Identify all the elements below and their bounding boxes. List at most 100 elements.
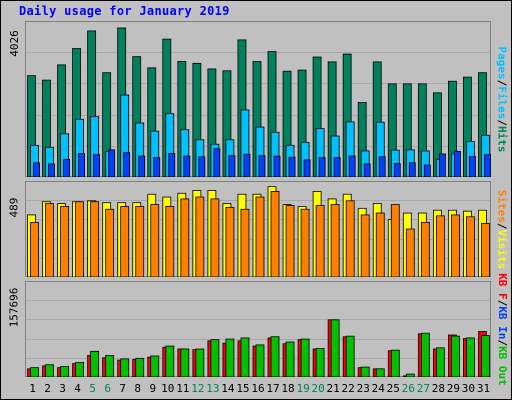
hits-bar [342,53,352,177]
sites-bar [60,206,69,277]
sites-bar [360,214,370,277]
pages-bar [303,159,311,177]
pages-bar [228,155,236,177]
x-tick-label: 1 [29,382,36,395]
kbytes-axis-max-label: 157696 [3,277,25,337]
x-tick-label: 25 [386,382,400,395]
x-tick-label: 7 [119,382,126,395]
x-tick-label: 2 [44,382,51,395]
files-bar [135,122,145,177]
kb-in-bar [345,335,355,377]
files-bar [120,94,130,177]
hits-bar [237,39,247,177]
hits-bar [267,51,277,177]
sites-bar [240,208,250,277]
sites-bar [165,206,175,277]
hits-bar [297,69,307,177]
pages-bar [123,152,131,177]
legend-sites: Sites [495,189,509,223]
legend-visits: Visits [495,229,509,269]
x-tick-label: 15 [236,382,250,395]
files-bar [330,135,340,177]
hits-bar [147,67,157,177]
legend-separator: / [495,299,509,306]
hits-axis-max-label: 4026 [3,13,25,73]
x-tick-label: 3 [59,382,66,395]
visits-axis-max-label: 489 [3,177,25,237]
hits-bar [87,30,97,177]
pages-bar [393,163,401,177]
files-bar [270,131,280,177]
legend-separator: / [495,79,509,86]
chart-title: Daily usage for January 2019 [19,4,230,18]
kb-in-bar [375,368,385,377]
files-bar [180,129,190,177]
legend-separator: / [495,338,509,346]
hits-bar [478,72,487,177]
kb-in-bar [180,348,190,377]
hits-bar [132,56,142,177]
sites-bar [390,204,400,277]
kb-in-bar [300,338,310,377]
files-bar [165,113,175,177]
hits-bar [57,64,66,177]
hits-bar [357,102,367,177]
legend-separator: / [495,118,509,126]
pages-bar [198,156,206,177]
kb-in-bar [30,367,39,377]
sites-bar [180,198,190,277]
files-bar [240,109,250,177]
kb-in-bar [390,349,400,377]
sites-bar [315,205,325,277]
pages-bar [318,157,326,177]
visits-sites-chart [25,181,491,277]
pages-bar [348,155,356,177]
pages-bar [258,155,266,177]
kb-in-bar [466,337,475,377]
pages-bar [408,162,416,177]
x-tick-label: 10 [161,382,175,395]
legend-pages: Pages [495,46,509,80]
kb-in-bar [105,355,115,377]
x-tick-label: 21 [326,382,340,395]
kb-in-bar [75,362,84,377]
sites-bar [345,200,355,277]
x-tick-label: 31 [476,382,491,395]
hits-files-pages-chart [25,21,491,177]
sites-bar [435,215,445,277]
kbytes-chart [25,281,491,377]
legend-kb-out: KB Out [495,345,509,386]
sites-bar [45,203,54,277]
x-tick-label: 8 [134,382,142,395]
hits-bar [463,76,472,177]
sites-bar [105,208,115,277]
kb-in-bar [435,347,445,377]
kb-in-bar [90,350,100,377]
kb-in-bar [405,373,415,377]
kb-in-bar [330,319,340,377]
hits-panel [25,21,491,177]
kb-in-bar [165,345,175,377]
kb-in-bar [285,341,295,377]
x-tick-label: 17 [266,382,280,395]
x-tick-label: 6 [104,382,111,395]
sites-bar [451,214,460,277]
legend-kb-in: KB In [495,305,509,339]
x-tick-label: 30 [461,382,476,395]
pages-bar [273,155,281,177]
sites-bar [255,196,265,277]
sites-bar [75,201,84,277]
x-tick-label: 29 [446,382,461,395]
kb-in-bar [360,366,370,377]
kb-in-bar [60,366,69,377]
pages-bar [469,156,476,177]
kb-in-bar [210,339,220,377]
pages-bar [423,164,431,177]
sites-bar [420,222,430,277]
sites-bar [150,204,160,277]
sites-bar [375,212,385,277]
pages-bar [63,159,70,177]
files-bar [315,128,325,177]
files-bar [90,116,100,177]
